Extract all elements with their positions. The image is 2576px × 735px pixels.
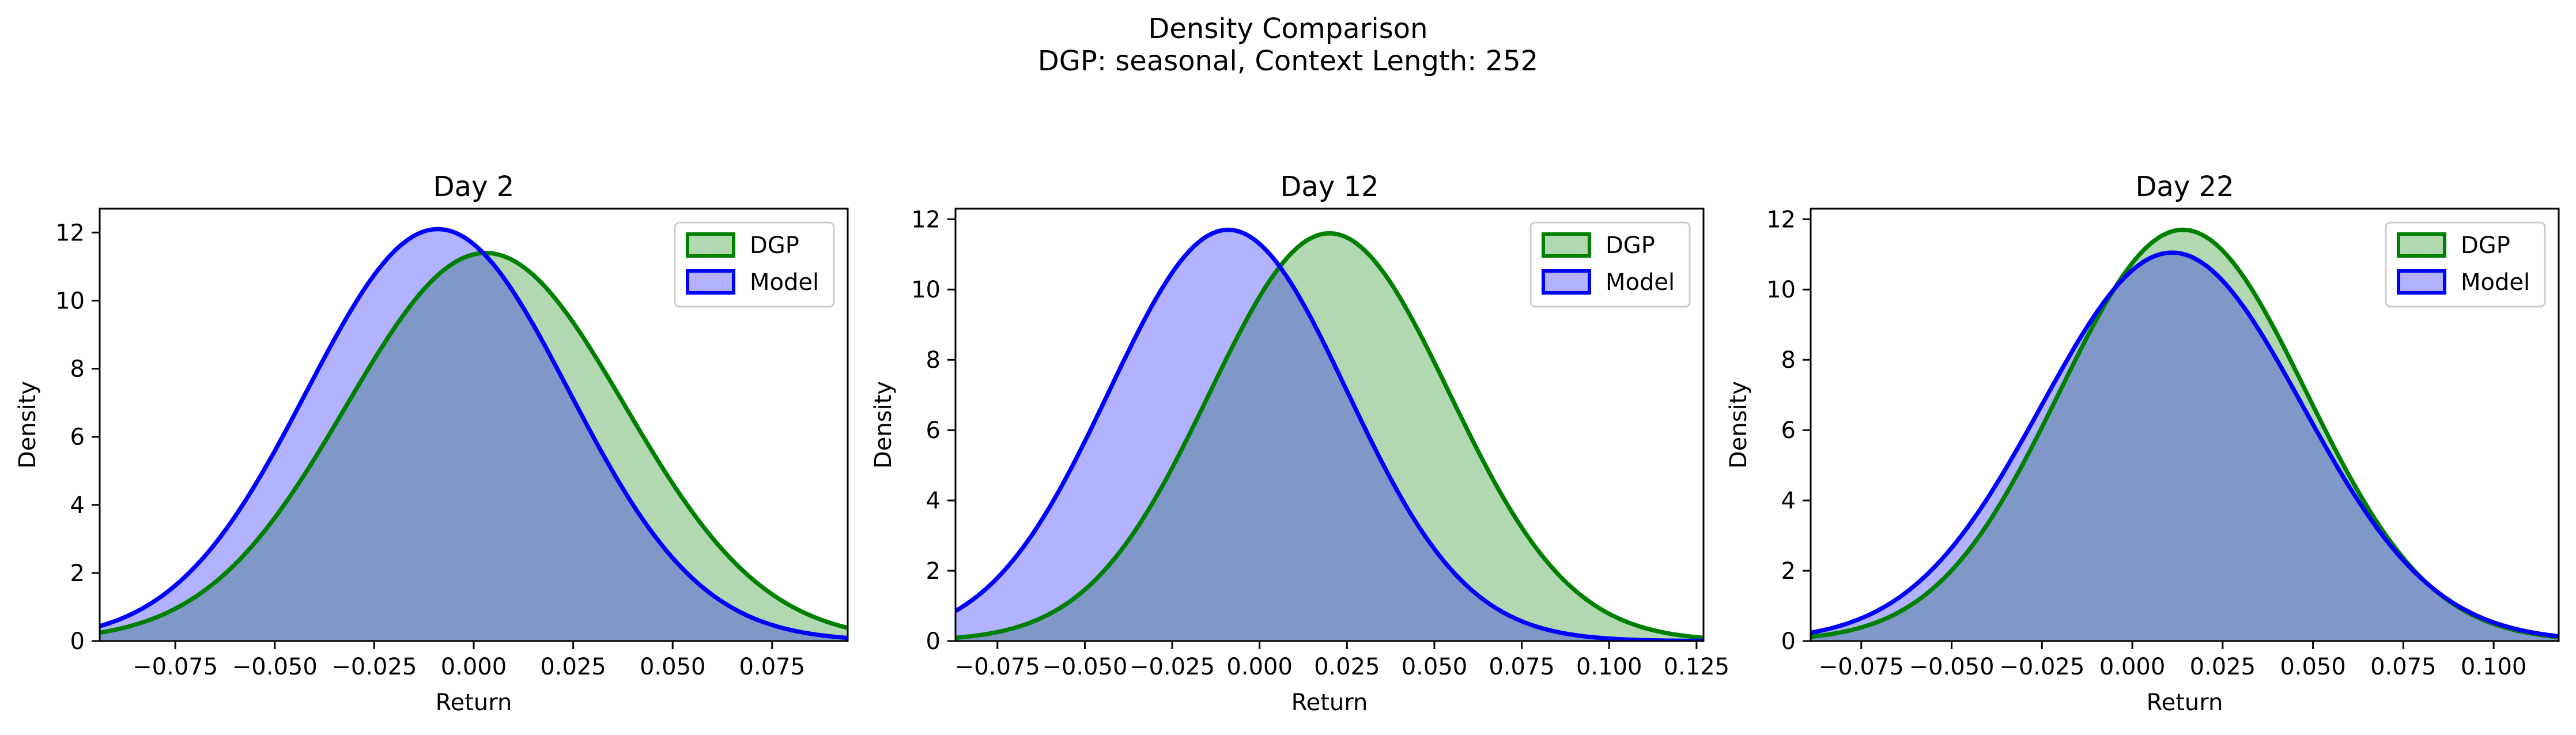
- axes-frame: [954, 208, 1705, 642]
- axes-frame: [1810, 208, 2560, 642]
- x-tick-label: 0.075: [1489, 654, 1555, 680]
- x-tick-label: 0.025: [540, 654, 606, 680]
- model-density-line: [955, 227, 1704, 641]
- legend-swatch-model: [1542, 269, 1591, 295]
- y-tick-label: 0: [1781, 628, 1796, 655]
- x-tick-label: 0.100: [1576, 654, 1642, 680]
- x-axis-label: Return: [436, 689, 512, 716]
- x-tick-label: 0.050: [640, 654, 706, 680]
- plot-area: [100, 227, 848, 641]
- legend-label-model: Model: [1606, 269, 1675, 296]
- plot-area: [955, 227, 1704, 641]
- dgp-density-line: [100, 251, 848, 635]
- y-tick-label: 10: [55, 288, 85, 314]
- y-axis-label: Density: [14, 381, 41, 469]
- x-tick-label: 0.025: [1314, 654, 1380, 680]
- y-tick-label: 4: [926, 488, 940, 514]
- y-axis-label: Density: [870, 381, 897, 469]
- legend-swatch-model: [2397, 269, 2446, 295]
- legend-label-dgp: DGP: [1606, 232, 1655, 259]
- y-tick-label: 8: [70, 356, 85, 383]
- x-tick-label: −0.050: [1909, 654, 1995, 680]
- y-tick-label: 12: [1766, 206, 1796, 233]
- model-density-line: [100, 227, 848, 640]
- figure-subtitle: DGP: seasonal, Context Length: 252: [1038, 45, 1538, 77]
- x-tick-label: −0.025: [1130, 654, 1215, 680]
- x-tick-label: 0.050: [2280, 654, 2346, 680]
- x-tick-label: 0.050: [1402, 654, 1468, 680]
- model-density-line: [1811, 250, 2559, 639]
- overlap-density-fill: [955, 267, 1704, 641]
- x-tick-label: 0.000: [441, 654, 507, 680]
- subplot-title: Day 2: [433, 171, 515, 203]
- legend-label-model: Model: [2461, 269, 2530, 296]
- x-tick-label: −0.050: [1042, 654, 1127, 680]
- legend-label-dgp: DGP: [750, 232, 799, 259]
- x-tick-label: 0.025: [2190, 654, 2256, 680]
- legend-swatch-dgp: [1542, 232, 1591, 258]
- y-tick-label: 8: [1781, 347, 1796, 374]
- subplot-1: −0.075 −0.050 −0.025 0.000 0.025 0.050 0.075 0 2…: [14, 171, 849, 716]
- x-tick-label: −0.075: [955, 654, 1040, 680]
- y-tick-label: 6: [70, 424, 85, 451]
- legend-swatch-dgp: [2397, 232, 2446, 258]
- x-tick-label: −0.025: [331, 654, 417, 680]
- y-tick-label: 6: [926, 417, 940, 444]
- legend: DGP Model: [2385, 221, 2546, 308]
- overlap-density-fill: [1811, 252, 2559, 641]
- subplot-title: Day 12: [1280, 171, 1378, 203]
- y-tick-label: 6: [1781, 417, 1796, 444]
- y-tick-label: 8: [926, 347, 940, 374]
- y-tick-label: 12: [55, 220, 85, 246]
- legend-label-model: Model: [750, 269, 819, 296]
- x-tick-label: −0.025: [1999, 654, 2084, 680]
- x-tick-label: 0.075: [2370, 654, 2437, 680]
- legend: DGP Model: [1529, 221, 1691, 308]
- x-tick-label: 0.100: [2461, 654, 2527, 680]
- y-tick-label: 10: [1766, 277, 1796, 303]
- plot-area: [1811, 227, 2559, 641]
- y-tick-label: 0: [70, 628, 85, 655]
- x-tick-label: 0.000: [2099, 654, 2166, 680]
- x-tick-label: 0.000: [1226, 654, 1293, 680]
- legend-label-dgp: DGP: [2461, 232, 2510, 259]
- x-axis-label: Return: [1291, 689, 1368, 716]
- x-axis-label: Return: [2147, 689, 2223, 716]
- y-tick-label: 0: [926, 628, 940, 655]
- y-tick-label: 4: [1781, 488, 1796, 514]
- subplot-3: −0.075 −0.050 −0.025 0.000 0.025 0.050 0.075 0.…: [1725, 171, 2560, 716]
- y-tick-label: 10: [911, 277, 940, 303]
- x-tick-label: −0.075: [133, 654, 218, 680]
- legend-swatch-model: [686, 269, 735, 295]
- y-tick-label: 4: [70, 492, 85, 519]
- x-tick-label: −0.050: [232, 654, 318, 680]
- figure-title: Density Comparison: [1148, 13, 1427, 45]
- y-axis-label: Density: [1725, 381, 1752, 469]
- subplots: −0.075 −0.050 −0.025 0.000 0.025 0.050 0.07502…: [14, 171, 2560, 716]
- legend-swatch-dgp: [686, 232, 735, 258]
- subplot-title: Day 22: [2135, 171, 2234, 203]
- x-tick-label: −0.075: [1819, 654, 1904, 680]
- y-tick-label: 2: [926, 558, 940, 585]
- x-tick-label: 0.125: [1664, 654, 1730, 680]
- y-tick-label: 12: [911, 206, 940, 233]
- legend: DGP Model: [674, 221, 835, 308]
- dgp-density-line: [955, 231, 1704, 640]
- subplot-2: −0.075 −0.050 −0.025 0.000 0.025 0.050 0.075 0.…: [870, 171, 1729, 716]
- y-tick-label: 2: [1781, 558, 1796, 585]
- x-tick-label: 0.075: [739, 654, 806, 680]
- y-tick-label: 2: [70, 560, 85, 587]
